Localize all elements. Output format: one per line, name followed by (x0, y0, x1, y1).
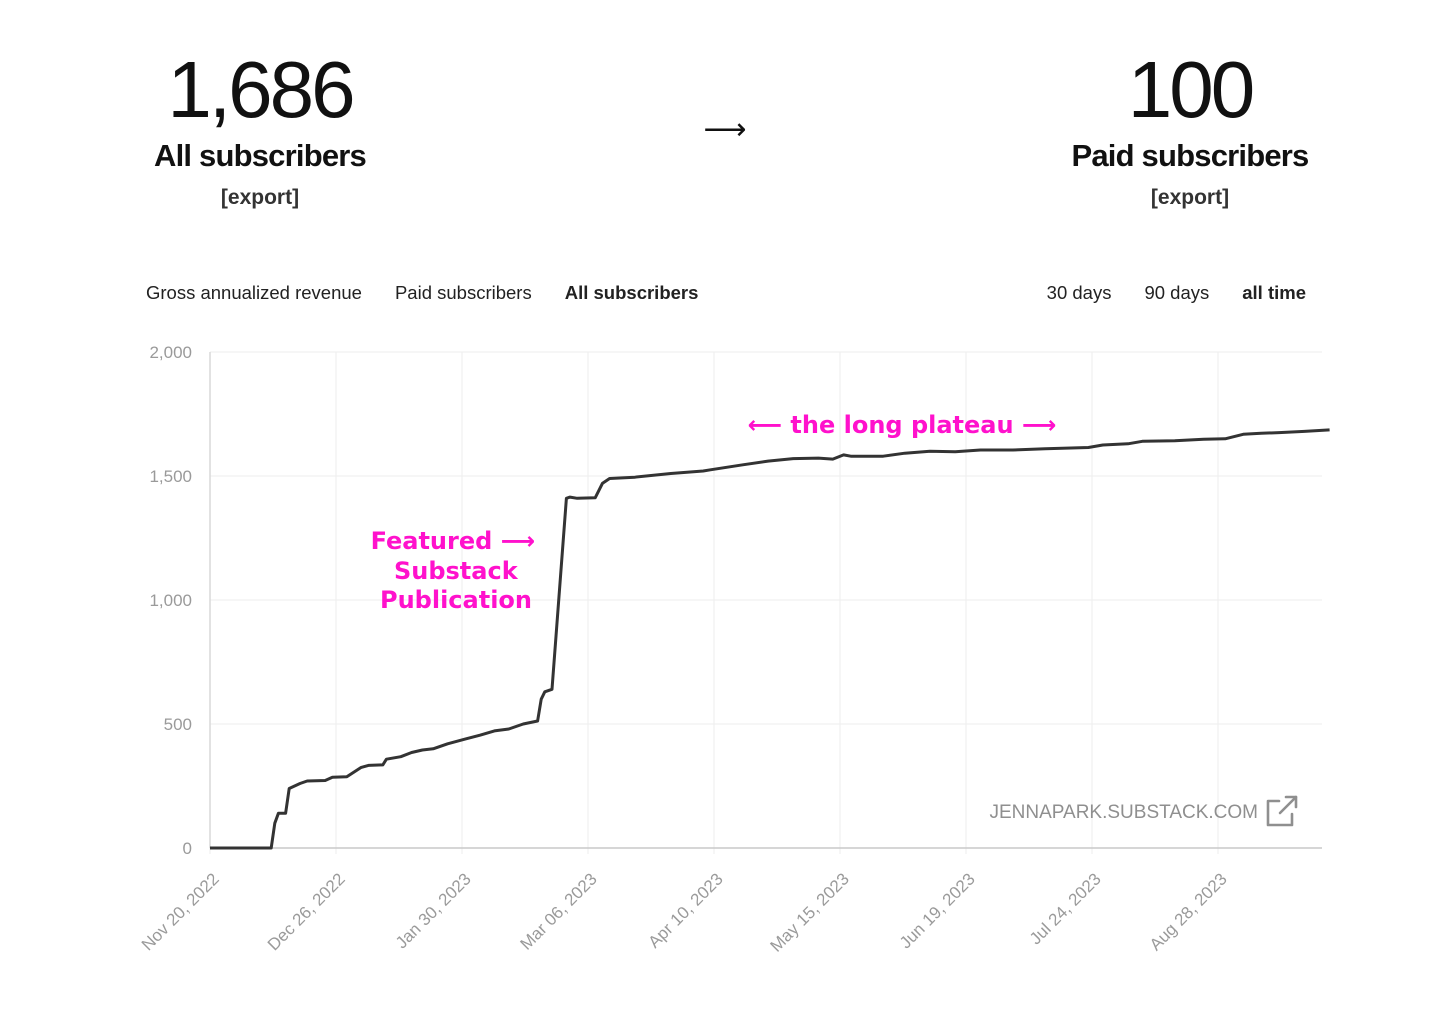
y-tick-label: 0 (183, 839, 192, 858)
all-subscribers-count: 1,686 (167, 45, 355, 134)
paid-subscribers-label: Paid subscribers (1071, 138, 1309, 173)
external-link-icon[interactable] (1266, 795, 1298, 827)
tab-paid-subscribers[interactable]: Paid subscribers (394, 282, 532, 303)
annotation-featured-line-3: Publication (380, 586, 532, 614)
watermark-text: JENNAPARK.SUBSTACK.COM (989, 802, 1258, 823)
tab-gross-annualized-revenue[interactable]: Gross annualized revenue (146, 282, 362, 303)
x-tick-label: Mar 06, 2023 (517, 869, 601, 953)
all-subscribers-export-link[interactable]: [export] (220, 186, 300, 209)
time-range-selector: 30 days 90 days all time (1047, 282, 1306, 304)
annotation-featured: Featured ⟶ Substack Publication (371, 527, 544, 614)
y-tick-label: 500 (164, 715, 192, 734)
y-axis-ticks: 0 500 1,000 1,500 2,000 (149, 343, 192, 858)
x-tick-label: Aug 28, 2023 (1146, 869, 1231, 954)
y-tick-label: 1,000 (149, 591, 192, 610)
x-tick-label: May 15, 2023 (767, 869, 853, 955)
x-tick-label: Nov 20, 2022 (138, 869, 223, 954)
all-subscribers-stat: 1,686 All subscribers [export] (110, 44, 410, 210)
annotation-featured-line-2: Substack (394, 557, 519, 585)
x-axis-ticks: Nov 20, 2022 Dec 26, 2022 Jan 30, 2023 Mar … (138, 869, 1231, 955)
all-subscribers-series-line (210, 428, 1330, 850)
x-tick-label: Jan 30, 2023 (392, 869, 475, 952)
range-30-days[interactable]: 30 days (1046, 282, 1112, 303)
annotation-long-plateau: ⟵ the long plateau ⟶ (748, 411, 1057, 439)
y-tick-label: 2,000 (149, 343, 192, 362)
range-90-days[interactable]: 90 days (1144, 282, 1210, 303)
paid-subscribers-stat: 100 Paid subscribers [export] (1040, 44, 1340, 210)
x-tick-label: Apr 10, 2023 (645, 869, 727, 951)
x-tick-label: Jul 24, 2023 (1026, 869, 1105, 948)
subscribers-line-chart: 0 500 1,000 1,500 2,000 Nov 20, 2022 Dec 26, … (138, 343, 1330, 956)
y-tick-label: 1,500 (149, 467, 192, 486)
paid-subscribers-count: 100 (1127, 45, 1255, 134)
metric-tabs: Gross annualized revenue Paid subscriber… (146, 282, 698, 304)
paid-subscribers-export-link[interactable]: [export] (1150, 186, 1230, 209)
flow-arrow-icon: ⟶ (703, 113, 747, 146)
annotation-featured-line-1: Featured ⟶ (371, 527, 536, 555)
tab-all-subscribers[interactable]: All subscribers (564, 282, 699, 303)
all-subscribers-label: All subscribers (154, 138, 367, 173)
x-tick-label: Dec 26, 2022 (264, 869, 349, 954)
range-all-time[interactable]: all time (1242, 282, 1306, 303)
x-tick-label: Jun 19, 2023 (896, 869, 979, 952)
